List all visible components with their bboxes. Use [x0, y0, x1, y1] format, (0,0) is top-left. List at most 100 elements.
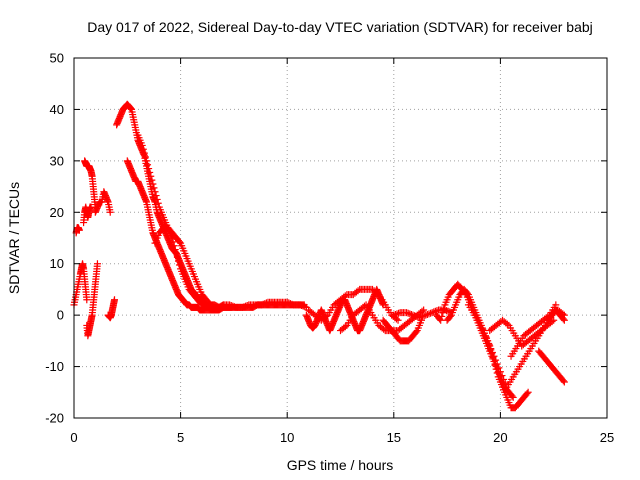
data-point [360, 302, 368, 310]
data-point [559, 315, 567, 323]
data-point [285, 299, 293, 307]
data-point [548, 318, 556, 326]
data-point [380, 325, 388, 333]
data-point [503, 320, 511, 328]
data-point [508, 392, 516, 400]
data-point [140, 149, 148, 157]
y-tick-label: 30 [50, 153, 64, 168]
axis-ticks: 0 5 10 15 20 25 -20 -10 0 10 20 30 40 50 [45, 51, 614, 446]
data-point [171, 246, 179, 254]
data-point [106, 208, 114, 216]
chart-title: Day 017 of 2022, Sidereal Day-to-day VTE… [87, 19, 593, 35]
data-point [479, 325, 487, 333]
y-tick-label: 40 [50, 102, 64, 117]
data-point [151, 188, 159, 196]
data-point [495, 364, 503, 372]
data-point [174, 257, 182, 265]
data-point [500, 375, 508, 383]
data-point [490, 352, 498, 360]
data-point [149, 180, 157, 188]
data-point [258, 301, 266, 309]
data-point [412, 312, 420, 320]
data-point [243, 302, 251, 309]
data-point [419, 312, 427, 320]
data-point [301, 303, 309, 311]
data-point [446, 312, 454, 320]
x-tick-label: 0 [70, 430, 77, 445]
data-point [147, 172, 155, 180]
data-point [420, 312, 428, 320]
x-tick-label: 25 [600, 430, 614, 445]
data-point [463, 289, 471, 297]
data-point [148, 176, 156, 184]
data-point [477, 321, 485, 329]
data-point [238, 303, 246, 311]
data-series [219, 298, 310, 311]
data-series [134, 131, 227, 311]
data-point [341, 323, 349, 331]
data-point [139, 145, 147, 153]
data-point [83, 296, 91, 304]
data-point [145, 165, 153, 173]
data-point [439, 309, 447, 317]
data-point [299, 302, 307, 310]
plot-frame [73, 57, 608, 419]
data-point [341, 292, 349, 300]
y-tick-label: 50 [50, 51, 64, 66]
data-point [440, 305, 448, 313]
data-point [395, 309, 403, 317]
data-point [406, 310, 414, 318]
data-series [123, 157, 236, 314]
y-tick-label: 0 [57, 308, 64, 323]
data-point [150, 184, 158, 192]
data-point [411, 312, 419, 320]
y-tick-label: 20 [50, 205, 64, 220]
y-tick-label: 10 [50, 256, 64, 271]
data-series [83, 260, 101, 340]
data-point [373, 289, 381, 297]
data-point [498, 372, 506, 380]
data-point [176, 261, 184, 269]
data-point [403, 309, 411, 317]
data-point [487, 345, 495, 353]
data-point [322, 312, 330, 320]
data-point [438, 312, 446, 320]
data-point [437, 316, 445, 324]
data-point [390, 311, 398, 319]
data-point [146, 168, 154, 176]
data-point [172, 249, 180, 257]
data-point [412, 328, 420, 336]
data-point [142, 157, 150, 165]
data-point [493, 360, 501, 368]
data-series [305, 285, 402, 324]
data-point [169, 238, 177, 246]
data-point [229, 302, 237, 310]
data-series [151, 224, 308, 311]
data-point [404, 309, 412, 317]
data-point [485, 341, 493, 349]
data-marks [70, 100, 568, 412]
data-point [298, 302, 306, 309]
data-point [492, 356, 500, 364]
x-tick-label: 10 [280, 430, 294, 445]
data-point [484, 337, 492, 345]
data-series [535, 347, 568, 386]
data-series [104, 296, 119, 322]
data-point [560, 316, 568, 324]
data-point [407, 311, 415, 318]
data-point [259, 300, 267, 308]
data-point [138, 141, 146, 149]
y-tick-label: -20 [45, 411, 64, 426]
data-point [153, 195, 161, 203]
x-tick-label: 20 [493, 430, 507, 445]
data-point [496, 368, 504, 376]
x-tick-label: 15 [387, 430, 401, 445]
data-point [226, 301, 234, 309]
data-point [176, 238, 184, 246]
data-point [144, 161, 152, 169]
x-axis-label: GPS time / hours [287, 457, 394, 473]
data-point [488, 348, 496, 356]
data-point [559, 377, 567, 385]
data-series [70, 260, 91, 309]
